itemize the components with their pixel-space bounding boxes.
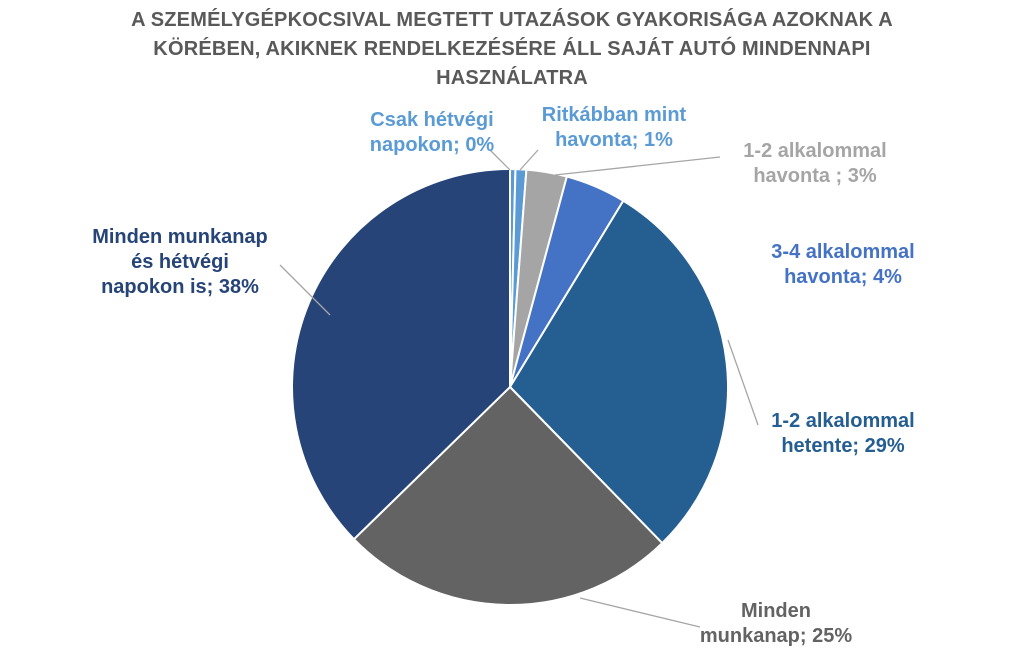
pie-slice-4 xyxy=(508,199,729,545)
chart-title-line-3: HASZNÁLATRA xyxy=(436,67,588,89)
slice-label-2: 1-2 alkalommal havonta ; 3% xyxy=(743,140,886,187)
pie-slice-5 xyxy=(352,385,664,606)
slice-label-3: 3-4 alkalommal havonta; 4% xyxy=(771,241,914,288)
leader-line-5 xyxy=(579,597,701,628)
slice-label-5-line-0: Minden xyxy=(741,600,811,622)
slice-label-5-line-1: munkanap; 25% xyxy=(700,625,852,647)
slice-label-3-line-1: havonta; 4% xyxy=(784,266,902,288)
slice-label-0-line-1: napokon; 0% xyxy=(370,134,495,156)
slice-label-4-line-0: 1-2 alkalommal xyxy=(771,410,914,432)
leader-line-4 xyxy=(727,339,759,426)
slice-label-6: Minden munkanap és hétvégi napokon is; 38% xyxy=(92,226,268,298)
slice-label-1-line-1: havonta; 1% xyxy=(555,129,673,151)
slice-label-5: Minden munkanap; 25% xyxy=(700,600,852,647)
slice-label-2-line-1: havonta ; 3% xyxy=(753,165,877,187)
slice-label-4: 1-2 alkalommal hetente; 29% xyxy=(771,410,914,457)
slice-label-0-line-0: Csak hétvégi xyxy=(370,109,493,131)
leader-line-0 xyxy=(489,149,511,171)
slice-label-2-line-0: 1-2 alkalommal xyxy=(743,140,886,162)
slice-label-1-line-0: Ritkábban mint xyxy=(542,104,687,126)
slice-label-6-line-1: és hétvégi xyxy=(131,251,229,273)
slice-label-1: Ritkábban mint havonta; 1% xyxy=(542,104,687,151)
chart-title-line-2: KÖRÉBEN, AKIKNEK RENDELKEZÉSÉRE ÁLL SAJÁ… xyxy=(153,38,871,60)
leader-line-1 xyxy=(519,149,539,171)
pie-slice-6 xyxy=(291,167,511,541)
leader-line-6 xyxy=(279,264,331,316)
slice-label-6-line-0: Minden munkanap xyxy=(92,226,268,248)
slice-label-6-line-2: napokon is; 38% xyxy=(101,276,259,298)
chart-title-line-1: A SZEMÉLYGÉPKOCSIVAL MEGTETT UTAZÁSOK GY… xyxy=(131,9,893,31)
slice-label-0: Csak hétvégi napokon; 0% xyxy=(370,109,495,156)
leader-line-2 xyxy=(554,156,721,176)
slice-label-3-line-0: 3-4 alkalommal xyxy=(771,241,914,263)
slice-label-4-line-1: hetente; 29% xyxy=(781,435,905,457)
